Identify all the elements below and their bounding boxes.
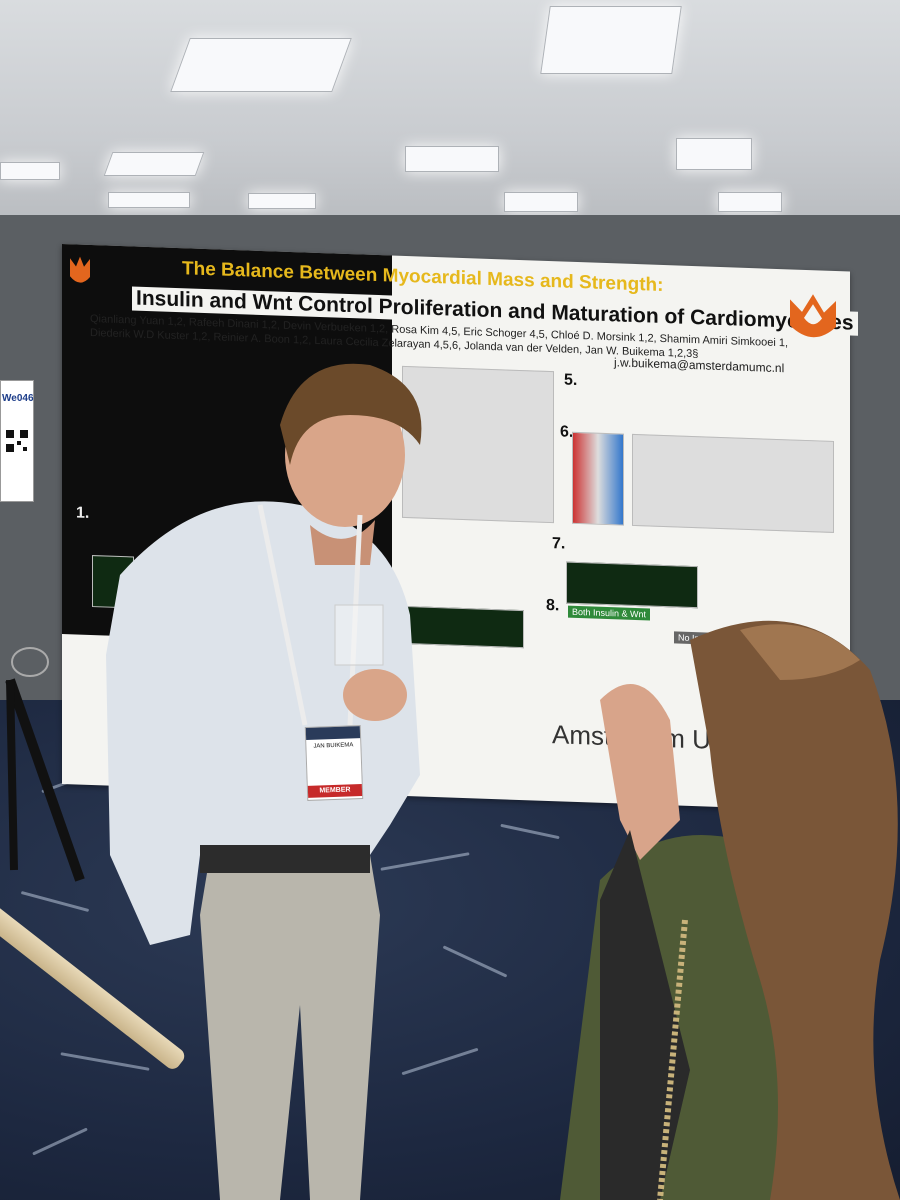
visitor-person	[560, 620, 900, 1200]
section-number: 5.	[564, 371, 578, 389]
presenter-person	[106, 363, 422, 1200]
tulip-logo-icon	[70, 256, 90, 283]
board-number-sign: We046	[0, 380, 34, 502]
badge-name: JAN BUIKEMA	[313, 742, 354, 750]
chair	[5, 647, 85, 882]
ceiling-light	[0, 162, 60, 180]
ceiling	[0, 0, 900, 230]
name-badge: JAN BUIKEMA MEMBER	[304, 725, 364, 801]
ceiling-light	[103, 152, 205, 176]
ceiling-light	[405, 146, 499, 172]
ceiling-light	[504, 192, 578, 212]
ceiling-light	[540, 6, 682, 74]
ceiling-light	[108, 192, 190, 208]
poster-heatmap	[572, 431, 624, 526]
ceiling-light	[170, 38, 352, 92]
badge-ribbon: MEMBER	[307, 784, 363, 798]
board-number: We046	[2, 393, 34, 404]
tulip-logo-icon	[790, 294, 836, 338]
poster-email: j.w.buikema@amsterdamumc.nl	[614, 355, 785, 376]
section-number: 1.	[76, 504, 90, 522]
poster-figure	[632, 433, 834, 533]
ceiling-light	[718, 192, 782, 212]
research-poster: The Balance Between Myocardial Mass and …	[62, 244, 858, 812]
qr-code-icon	[5, 429, 29, 453]
ceiling-light	[248, 193, 316, 209]
section-number: 7.	[552, 535, 566, 553]
badge-header	[305, 726, 361, 740]
ceiling-light	[676, 138, 752, 170]
